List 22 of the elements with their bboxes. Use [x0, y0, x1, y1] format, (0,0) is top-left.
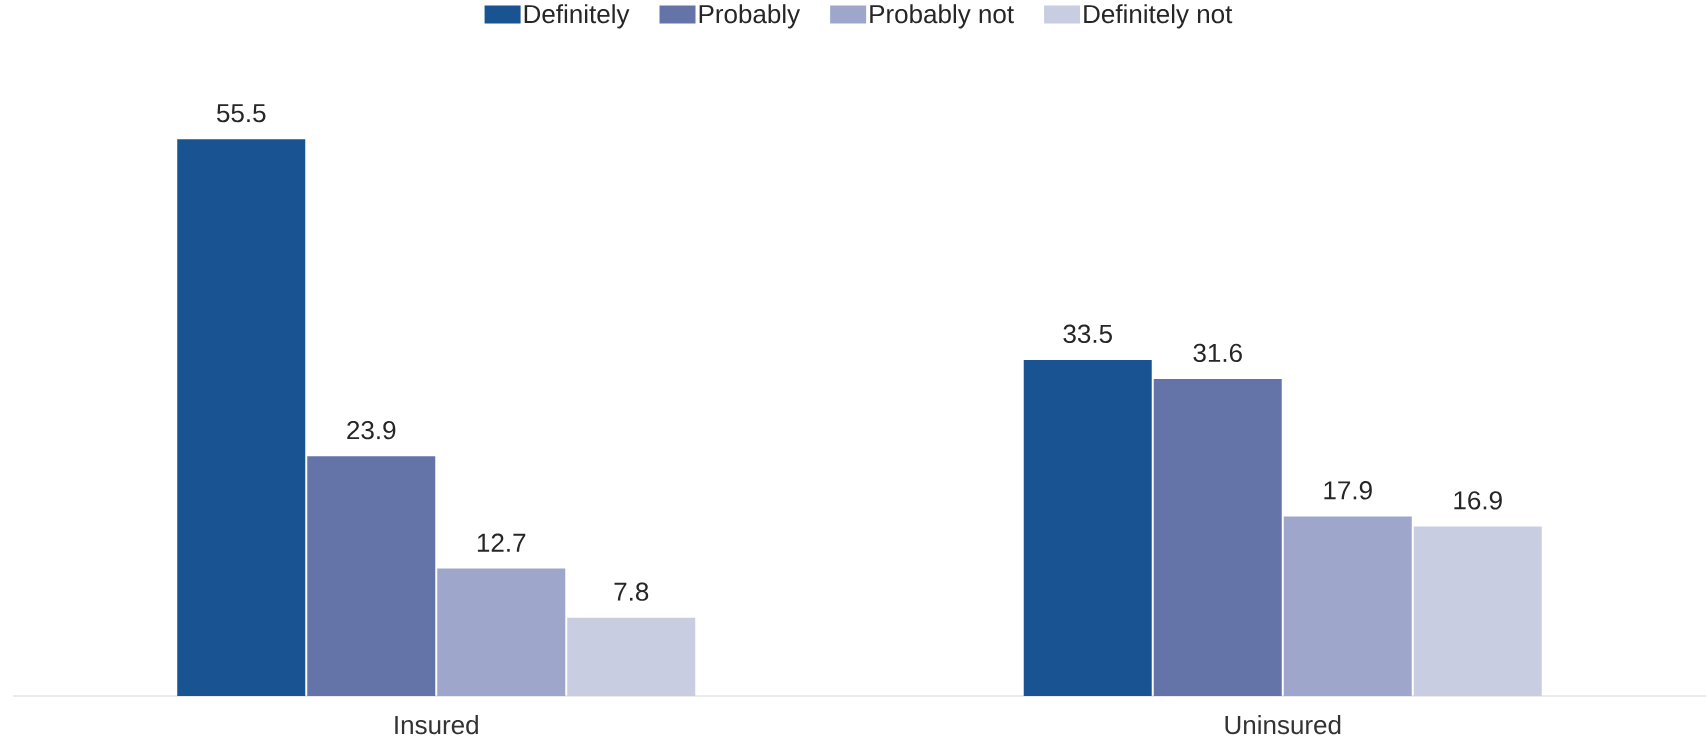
- legend-label: Probably not: [870, 4, 1014, 29]
- legend-label: Probably: [699, 4, 801, 29]
- bar: [1283, 516, 1412, 696]
- legend-label: Definitely: [524, 4, 630, 29]
- data-label: 33.5: [1063, 324, 1112, 344]
- data-label: 23.9: [347, 420, 396, 440]
- legend-label: Definitely not: [1084, 4, 1233, 29]
- data-label: 16.9: [1454, 491, 1502, 510]
- data-label: 12.7: [477, 533, 526, 552]
- bar: [1413, 526, 1542, 696]
- data-label: 7.8: [614, 582, 649, 601]
- data-label: 17.9: [1324, 481, 1372, 500]
- bar: [177, 139, 306, 696]
- data-label: 55.5: [216, 104, 266, 123]
- bar: [1153, 378, 1282, 696]
- x-tick-label: Insured: [395, 715, 478, 735]
- bar: [1023, 359, 1152, 696]
- bar: [437, 568, 566, 696]
- data-label: 31.6: [1193, 343, 1242, 363]
- x-tick-label: Uninsured: [1225, 715, 1341, 735]
- bar: [307, 456, 436, 696]
- bar: [567, 617, 696, 696]
